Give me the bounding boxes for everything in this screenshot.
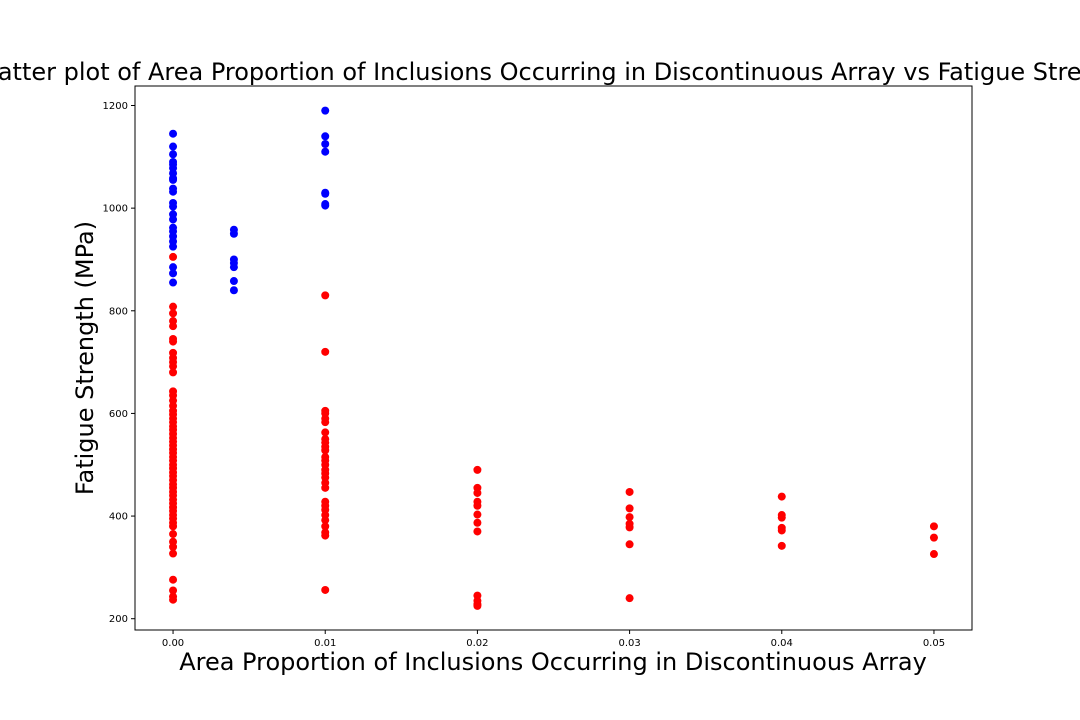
data-point: [321, 189, 330, 198]
data-point: [169, 242, 178, 251]
data-point: [169, 175, 178, 184]
data-point: [229, 277, 238, 286]
data-point: [169, 368, 178, 377]
data-point: [777, 513, 786, 522]
data-point: [321, 132, 330, 141]
data-point: [321, 428, 330, 437]
data-point: [777, 492, 786, 501]
data-point: [321, 201, 330, 210]
data-point: [321, 516, 330, 525]
data-point: [229, 263, 238, 272]
y-axis-label: Fatigue Strength (MPa): [71, 221, 99, 495]
data-point: [625, 594, 634, 603]
data-point: [625, 513, 634, 522]
data-point: [169, 530, 178, 539]
data-point: [321, 106, 330, 115]
data-point: [169, 322, 178, 331]
data-point: [625, 523, 634, 532]
data-point: [321, 139, 330, 148]
data-point: [473, 465, 482, 474]
data-point: [321, 147, 330, 156]
data-point: [473, 601, 482, 610]
data-point: [169, 215, 178, 224]
data-point: [473, 488, 482, 497]
x-tick-label: 0.03: [618, 638, 640, 649]
y-tick-label: 1000: [103, 204, 128, 215]
y-tick-label: 400: [109, 512, 128, 523]
data-point: [321, 418, 330, 427]
y-tick-label: 1200: [103, 101, 128, 112]
x-tick-label: 0.01: [314, 638, 336, 649]
y-tick-label: 800: [109, 306, 128, 317]
data-point: [169, 302, 178, 311]
plot-frame: [134, 85, 973, 631]
data-point: [169, 595, 178, 604]
data-point: [169, 252, 178, 261]
x-axis: 0.00 0.01 0.02 0.03 0.04 0.05: [162, 630, 945, 649]
data-point: [777, 526, 786, 535]
data-point: [929, 533, 938, 542]
chart-title: Scatter plot of Area Proportion of Inclu…: [0, 58, 1080, 86]
data-point: [473, 527, 482, 536]
data-point: [625, 504, 634, 513]
y-tick-label: 200: [109, 614, 128, 625]
data-point: [321, 522, 330, 531]
data-point: [169, 142, 178, 151]
data-point: [169, 278, 178, 287]
data-point: [321, 347, 330, 356]
data-point: [169, 337, 178, 346]
x-tick-label: 0.05: [923, 638, 945, 649]
data-points: [169, 106, 938, 610]
x-tick-label: 0.02: [466, 638, 488, 649]
data-point: [169, 269, 178, 278]
data-point: [777, 541, 786, 550]
x-axis-label: Area Proportion of Inclusions Occurring …: [179, 648, 927, 676]
data-point: [473, 518, 482, 527]
data-point: [169, 549, 178, 558]
data-point: [929, 550, 938, 559]
data-point: [625, 540, 634, 549]
y-tick-label: 600: [109, 409, 128, 420]
data-point: [169, 575, 178, 584]
data-point: [625, 487, 634, 496]
y-axis: 200 400 600 800 1000 1200: [103, 101, 135, 625]
data-point: [169, 263, 178, 272]
data-point: [169, 522, 178, 531]
data-point: [321, 531, 330, 540]
data-point: [169, 150, 178, 159]
data-point: [321, 483, 330, 492]
x-tick-label: 0.00: [162, 638, 184, 649]
data-point: [169, 129, 178, 138]
data-point: [473, 510, 482, 519]
x-tick-label: 0.04: [771, 638, 793, 649]
data-point: [929, 522, 938, 531]
data-point: [321, 446, 330, 455]
data-point: [169, 542, 178, 551]
data-point: [169, 362, 178, 371]
data-point: [169, 586, 178, 595]
data-point: [169, 187, 178, 196]
data-point: [229, 229, 238, 238]
data-point: [321, 585, 330, 594]
data-point: [229, 286, 238, 295]
data-point: [473, 501, 482, 510]
data-point: [169, 309, 178, 318]
data-point: [169, 202, 178, 211]
data-point: [321, 291, 330, 300]
plot-background: [135, 86, 972, 630]
